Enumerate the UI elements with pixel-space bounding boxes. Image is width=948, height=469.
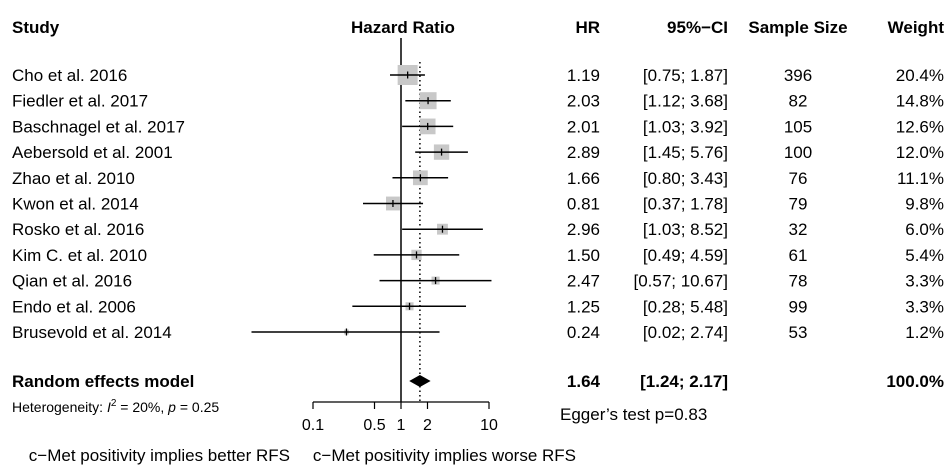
study-ci: [1.45; 5.76] [643,143,728,162]
header-sample-size: Sample Size [748,18,847,37]
study-sample-size: 105 [784,117,812,136]
study-ci: [0.75; 1.87] [643,66,728,85]
study-hr: 2.89 [567,143,600,162]
header-ci: 95%−CI [667,18,728,37]
study-name: Fiedler et al. 2017 [12,92,148,111]
study-hr: 2.96 [567,220,600,239]
study-row: Brusevold et al. 2014 0.24 [0.02; 2.74] 53 1… [12,323,944,342]
header-hazard-ratio: Hazard Ratio [351,18,455,37]
study-hr: 1.66 [567,169,600,188]
study-sample-size: 99 [789,297,808,316]
pooled-hr: 1.64 [567,372,601,391]
study-sample-size: 396 [784,66,812,85]
study-ci: [0.80; 3.43] [643,169,728,188]
study-weight: 12.6% [896,117,944,136]
study-sample-size: 79 [789,195,808,214]
study-sample-size: 53 [789,323,808,342]
study-hr: 0.24 [567,323,600,342]
study-weight: 14.8% [896,92,944,111]
study-hr: 0.81 [567,195,600,214]
header-study: Study [12,18,60,37]
study-sample-size: 76 [789,169,808,188]
study-name: Kim C. et al. 2010 [12,246,147,265]
study-name: Cho et al. 2016 [12,66,127,85]
study-hr: 2.47 [567,272,600,291]
study-ci: [1.03; 3.92] [643,117,728,136]
study-hr: 1.50 [567,246,600,265]
study-name: Aebersold et al. 2001 [12,143,173,162]
study-name: Kwon et al. 2014 [12,195,139,214]
study-ci: [0.49; 4.59] [643,246,728,265]
study-weight: 11.1% [897,169,944,188]
x-axis-tick-label: 2 [423,417,432,434]
study-row: Zhao et al. 2010 1.66 [0.80; 3.43] 76 11.1% [12,169,944,188]
study-weight: 20.4% [896,66,944,85]
study-row: Kim C. et al. 2010 1.50 [0.49; 4.59] 61 5.4% [12,246,944,265]
study-hr: 1.19 [567,66,600,85]
heterogeneity-text: Heterogeneity: I2 = 20%, p = 0.25 [12,398,219,415]
study-name: Qian et al. 2016 [12,272,132,291]
study-weight: 3.3% [905,297,944,316]
pooled-ci: [1.24; 2.17] [640,372,728,391]
study-sample-size: 61 [789,246,808,265]
study-ci: [0.28; 5.48] [643,297,728,316]
study-ci: [0.57; 10.67] [633,272,728,291]
study-hr: 2.03 [567,92,600,111]
study-name: Zhao et al. 2010 [12,169,135,188]
study-row: Endo et al. 2006 1.25 [0.28; 5.48] 99 3.3% [12,297,944,316]
x-axis-tick-label: 1 [397,417,406,434]
pooled-diamond [409,375,431,387]
study-row: Rosko et al. 2016 2.96 [1.03; 8.52] 32 6.0% [12,220,944,239]
study-row: Cho et al. 2016 1.19 [0.75; 1.87] 396 20.4% [12,65,944,85]
study-weight: 5.4% [905,246,944,265]
study-name: Brusevold et al. 2014 [12,323,172,342]
study-sample-size: 100 [784,143,812,162]
study-sample-size: 82 [789,92,808,111]
study-ci: [1.03; 8.52] [643,220,728,239]
study-row: Fiedler et al. 2017 2.03 [1.12; 3.68] 82 14.… [12,92,944,111]
study-name: Baschnagel et al. 2017 [12,117,185,136]
study-hr: 1.25 [567,297,600,316]
study-row: Qian et al. 2016 2.47 [0.57; 10.67] 78 3.3% [12,272,944,291]
study-weight: 9.8% [905,195,944,214]
study-weight: 12.0% [896,143,944,162]
study-hr: 2.01 [567,117,600,136]
study-row: Baschnagel et al. 2017 2.01 [1.03; 3.92] 10… [12,117,944,136]
study-weight: 1.2% [905,323,944,342]
egger-test: Egger’s test p=0.83 [560,405,707,424]
study-ci: [1.12; 3.68] [643,92,728,111]
study-ci: [0.02; 2.74] [643,323,728,342]
favours-right-label: c−Met positivity implies worse RFS [313,446,576,465]
x-axis-tick-label: 0.1 [302,417,324,434]
study-name: Rosko et al. 2016 [12,220,144,239]
study-row: Aebersold et al. 2001 2.89 [1.45; 5.76] 100… [12,143,944,162]
study-weight: 3.3% [905,272,944,291]
study-ci: [0.37; 1.78] [643,195,728,214]
header-hr: HR [575,18,600,37]
study-weight: 6.0% [905,220,944,239]
pooled-label: Random effects model [12,372,194,391]
study-name: Endo et al. 2006 [12,297,136,316]
pooled-weight: 100.0% [886,372,944,391]
study-sample-size: 32 [789,220,808,239]
x-axis-tick-label: 0.5 [363,417,385,434]
header-weight: Weight [888,18,945,37]
study-sample-size: 78 [789,272,808,291]
favours-left-label: c−Met positivity implies better RFS [29,446,290,465]
study-row: Kwon et al. 2014 0.81 [0.37; 1.78] 79 9.8% [12,195,944,214]
x-axis-tick-label: 10 [480,417,498,434]
